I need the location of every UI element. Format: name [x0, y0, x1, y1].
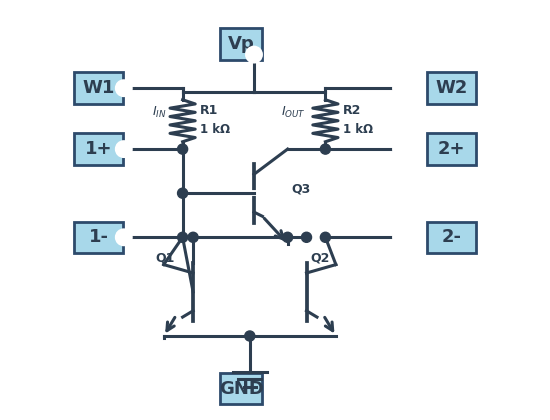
Circle shape: [116, 230, 131, 245]
Circle shape: [320, 144, 331, 154]
Circle shape: [393, 230, 409, 245]
Text: 1 kΩ: 1 kΩ: [343, 123, 373, 136]
Text: Vp: Vp: [228, 35, 255, 53]
Text: $I_{OUT}$: $I_{OUT}$: [282, 105, 306, 120]
Circle shape: [283, 232, 293, 242]
Circle shape: [393, 81, 409, 96]
Text: 2+: 2+: [438, 140, 465, 158]
Text: Q2: Q2: [311, 252, 330, 265]
Text: R2: R2: [343, 104, 361, 117]
Bar: [427, 134, 476, 165]
Text: GND: GND: [219, 380, 264, 397]
Bar: [74, 134, 123, 165]
Circle shape: [116, 142, 131, 157]
Circle shape: [245, 331, 255, 341]
Text: Q1: Q1: [155, 252, 175, 265]
Text: 1 kΩ: 1 kΩ: [200, 123, 230, 136]
Circle shape: [188, 232, 198, 242]
Circle shape: [393, 142, 409, 157]
Circle shape: [178, 232, 188, 242]
Bar: [221, 373, 262, 404]
Text: R1: R1: [200, 104, 218, 117]
Text: W2: W2: [435, 79, 468, 97]
Text: W1: W1: [82, 79, 115, 97]
Circle shape: [320, 232, 331, 242]
Bar: [221, 29, 262, 60]
Circle shape: [246, 47, 262, 62]
Text: 1+: 1+: [85, 140, 112, 158]
Circle shape: [178, 188, 188, 198]
Bar: [74, 222, 123, 253]
Text: $I_{IN}$: $I_{IN}$: [152, 105, 167, 120]
Text: 1-: 1-: [89, 228, 108, 246]
Text: 2-: 2-: [442, 228, 461, 246]
Bar: [427, 222, 476, 253]
Text: Q3: Q3: [292, 183, 311, 195]
Bar: [427, 72, 476, 104]
Bar: [74, 72, 123, 104]
Circle shape: [178, 144, 188, 154]
Circle shape: [116, 81, 131, 96]
Circle shape: [301, 232, 311, 242]
